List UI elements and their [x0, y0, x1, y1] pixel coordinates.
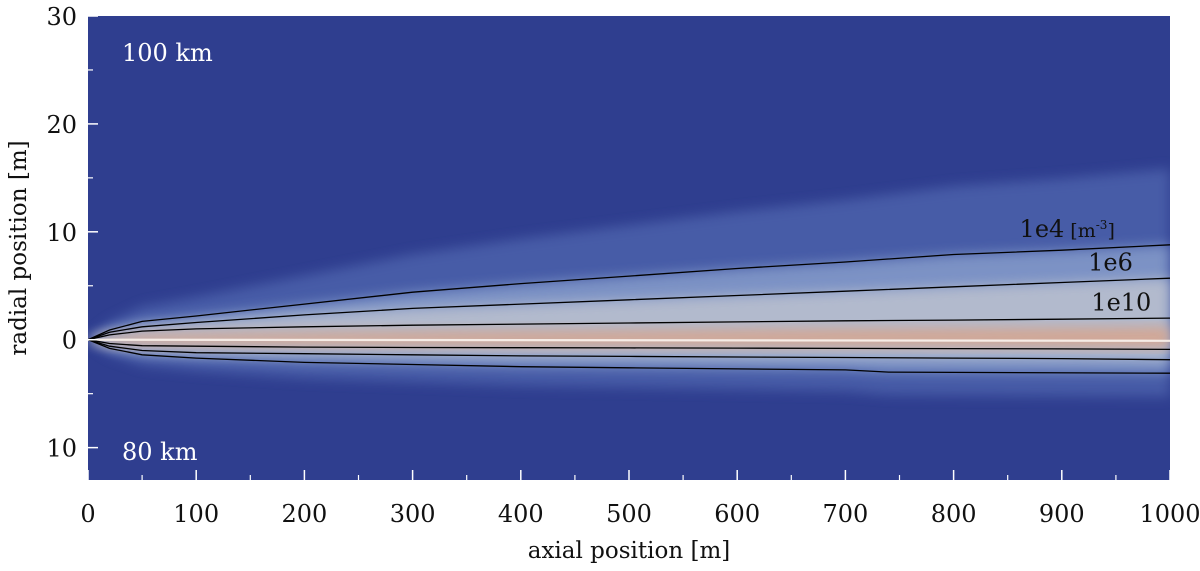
- x-tick-label-100: 100: [173, 500, 219, 528]
- x-tick-label-800: 800: [931, 500, 977, 528]
- contour-1e6-upper: [88, 277, 1170, 341]
- x-tick-label-900: 900: [1039, 500, 1085, 528]
- contour-1e10-lower: [88, 339, 1170, 351]
- x-tick-label-0: 0: [80, 500, 95, 528]
- x-tick-label-500: 500: [606, 500, 652, 528]
- density-field: [88, 168, 1170, 397]
- region-label-bottom: 80 km: [122, 438, 198, 466]
- contour-1e4-upper: [88, 244, 1170, 341]
- x-tick-label-700: 700: [822, 500, 868, 528]
- x-tick-label-200: 200: [281, 500, 327, 528]
- axis-ticks: [87, 15, 1171, 480]
- contour-labels: 1e4 [m-3] 1e6 1e10: [1020, 215, 1152, 316]
- y-tick-label-20: 20: [46, 111, 77, 139]
- region-label-top: 100 km: [122, 39, 213, 67]
- x-axis-title: axial position [m]: [528, 538, 730, 564]
- contour-1e6-lower: [88, 339, 1170, 361]
- y-tick-label-10: 10: [46, 219, 77, 247]
- x-tick-label-1000: 1000: [1139, 500, 1200, 528]
- axis-tick-labels: 0 100 200 300 400 500 600 700 800 900 100030201001…: [46, 3, 1200, 528]
- x-tick-label-400: 400: [498, 500, 544, 528]
- contour-1e10-upper: [88, 317, 1170, 341]
- y-tick-label-0: 0: [62, 327, 77, 355]
- x-tick-label-300: 300: [390, 500, 436, 528]
- y-tick-label--10: 10: [46, 435, 77, 463]
- contour-label-1e10: 1e10: [1091, 289, 1151, 317]
- contour-label-1e4: 1e4 [m-3]: [1020, 215, 1115, 243]
- contour-label-1e6: 1e6: [1088, 249, 1133, 277]
- y-axis-title: radial position [m]: [6, 140, 32, 355]
- plume-core: [88, 338, 1170, 342]
- contour-lines: [88, 244, 1170, 374]
- y-tick-label-30: 30: [46, 3, 77, 31]
- plume-warm-core: [88, 326, 1170, 348]
- contour-1e4-lower: [88, 339, 1170, 374]
- x-tick-label-600: 600: [714, 500, 760, 528]
